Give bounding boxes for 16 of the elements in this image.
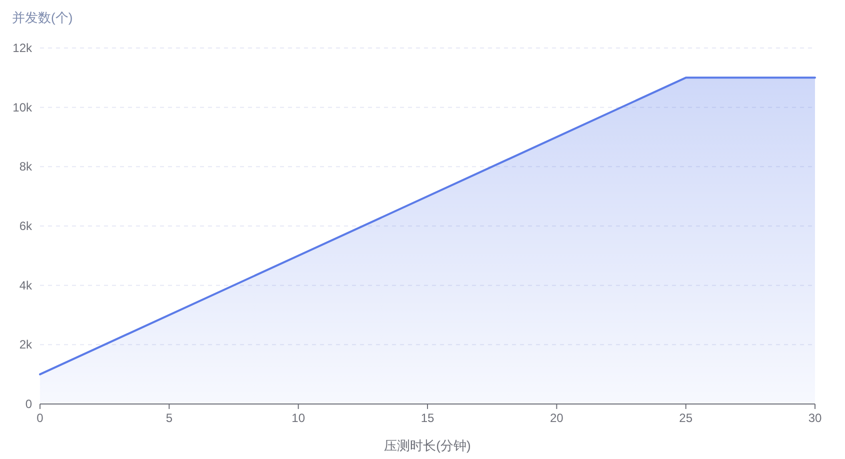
x-tick-label: 0	[36, 411, 44, 425]
y-tick-label: 0	[25, 397, 32, 411]
x-axis-title: 压测时长(分钟)	[384, 438, 471, 453]
x-tick-label: 10	[292, 411, 306, 425]
y-tick-label: 12k	[12, 41, 33, 55]
y-tick-label: 8k	[19, 160, 33, 174]
y-tick-label: 6k	[19, 219, 33, 233]
x-tick-label: 5	[166, 411, 173, 425]
x-tick-label: 25	[679, 411, 693, 425]
x-tick-label: 30	[808, 411, 822, 425]
y-tick-label: 10k	[12, 100, 33, 114]
x-tick-label: 15	[420, 411, 434, 425]
x-tick-label: 20	[550, 411, 564, 425]
y-axis-title: 并发数(个)	[12, 10, 73, 25]
y-tick-label: 2k	[19, 338, 33, 352]
y-tick-label: 4k	[19, 278, 33, 292]
